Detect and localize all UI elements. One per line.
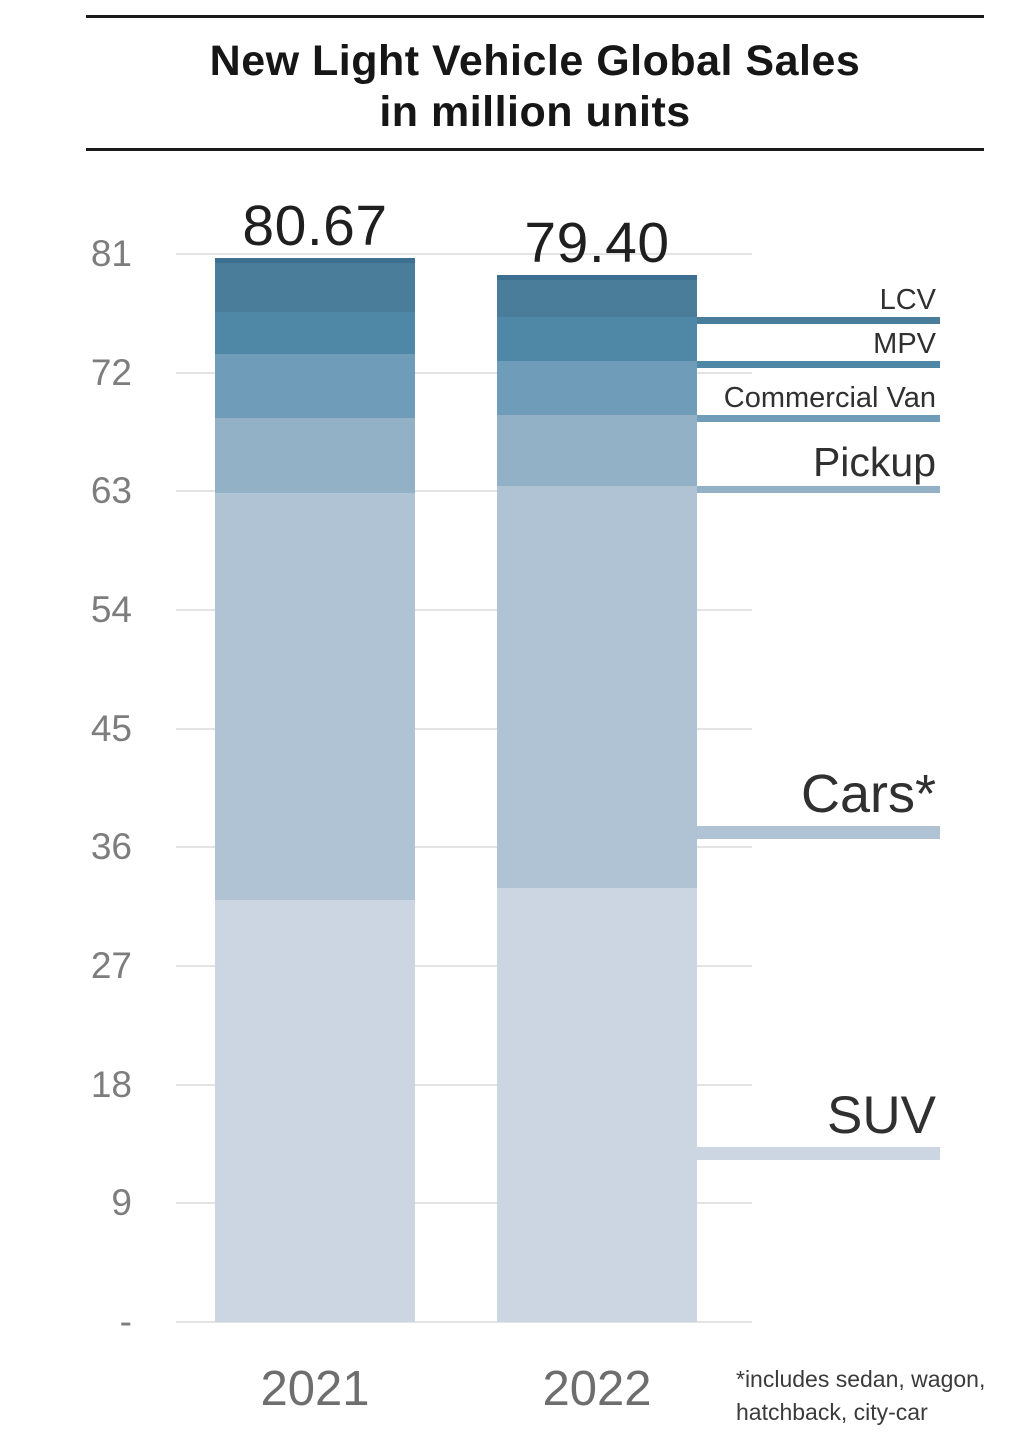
bar-2021-segment-suv bbox=[215, 900, 415, 1322]
gridline-9 bbox=[176, 1202, 752, 1205]
y-tick-label-63: 63 bbox=[90, 470, 132, 512]
y-tick-label-18: 18 bbox=[90, 1063, 132, 1105]
leader-line-pickup bbox=[697, 486, 940, 493]
y-tick-label-81: 81 bbox=[90, 233, 132, 274]
bar-2022-segment-lcv bbox=[497, 275, 697, 318]
y-tick-label-27: 27 bbox=[90, 945, 132, 986]
leader-line-suv bbox=[697, 1147, 940, 1160]
gridline-72 bbox=[176, 371, 752, 374]
bar-2022-segment-suv bbox=[497, 888, 697, 1322]
y-tick-label-54: 54 bbox=[90, 589, 132, 630]
total-label-2021: 80.67 bbox=[242, 193, 388, 258]
bar-2021-segment-lcv bbox=[215, 257, 415, 313]
title-rule-top bbox=[86, 15, 984, 18]
y-tick-label-9: 9 bbox=[111, 1182, 132, 1224]
side-label-commercial-van: Commercial Van bbox=[723, 382, 936, 414]
y-tick-label-0: - bbox=[119, 1301, 132, 1342]
bar-2021-segment-cars bbox=[215, 492, 415, 901]
side-label-lcv: LCV bbox=[879, 284, 936, 316]
leader-line-commercial-van bbox=[697, 415, 940, 422]
footnote-line1: *includes sedan, wagon, bbox=[736, 1366, 986, 1392]
y-tick-label-36: 36 bbox=[90, 826, 132, 868]
gridline-18 bbox=[176, 1083, 752, 1086]
gridline-63 bbox=[176, 490, 752, 493]
bar-2022-top-cap bbox=[497, 275, 697, 281]
bar-2021-segment-mpv bbox=[215, 312, 415, 355]
total-label-2022: 79.40 bbox=[524, 211, 670, 276]
bar-2022-segment-mpv bbox=[497, 317, 697, 361]
x-axis-label-2022: 2022 bbox=[542, 1362, 652, 1416]
side-label-suv: SUV bbox=[827, 1086, 936, 1145]
gridline-54 bbox=[176, 609, 752, 611]
bar-2022-segment-commercial-van bbox=[497, 360, 697, 415]
chart-title-line2: in million units bbox=[379, 88, 691, 136]
gridline-0 bbox=[176, 1321, 752, 1323]
footnote: *includes sedan, wagon, hatchback, city-… bbox=[736, 1363, 985, 1429]
bar-2021-segment-pickup bbox=[215, 417, 415, 493]
footnote-line2: hatchback, city-car bbox=[736, 1399, 928, 1425]
bar-2021-top-cap bbox=[215, 257, 415, 263]
chart-title: New Light Vehicle Global Sales in millio… bbox=[86, 36, 984, 138]
chart-title-line1: New Light Vehicle Global Sales bbox=[209, 37, 861, 85]
gridline-45 bbox=[176, 727, 752, 730]
gridline-81 bbox=[176, 253, 752, 255]
side-label-pickup: Pickup bbox=[812, 439, 936, 485]
title-rule-bottom bbox=[86, 148, 984, 151]
leader-line-cars bbox=[697, 826, 940, 839]
side-label-cars: Cars* bbox=[800, 764, 936, 824]
leader-line-mpv bbox=[697, 361, 940, 368]
leader-line-lcv bbox=[697, 317, 940, 324]
gridline-27 bbox=[176, 965, 752, 967]
y-tick-label-45: 45 bbox=[90, 707, 132, 749]
gridline-36 bbox=[176, 846, 752, 849]
bar-2021-segment-commercial-van bbox=[215, 354, 415, 418]
x-axis-label-2021: 2021 bbox=[260, 1362, 370, 1416]
side-label-mpv: MPV bbox=[873, 328, 936, 360]
y-tick-label-72: 72 bbox=[90, 351, 132, 393]
bar-2022-segment-pickup bbox=[497, 414, 697, 487]
bar-2022-segment-cars bbox=[497, 486, 697, 889]
